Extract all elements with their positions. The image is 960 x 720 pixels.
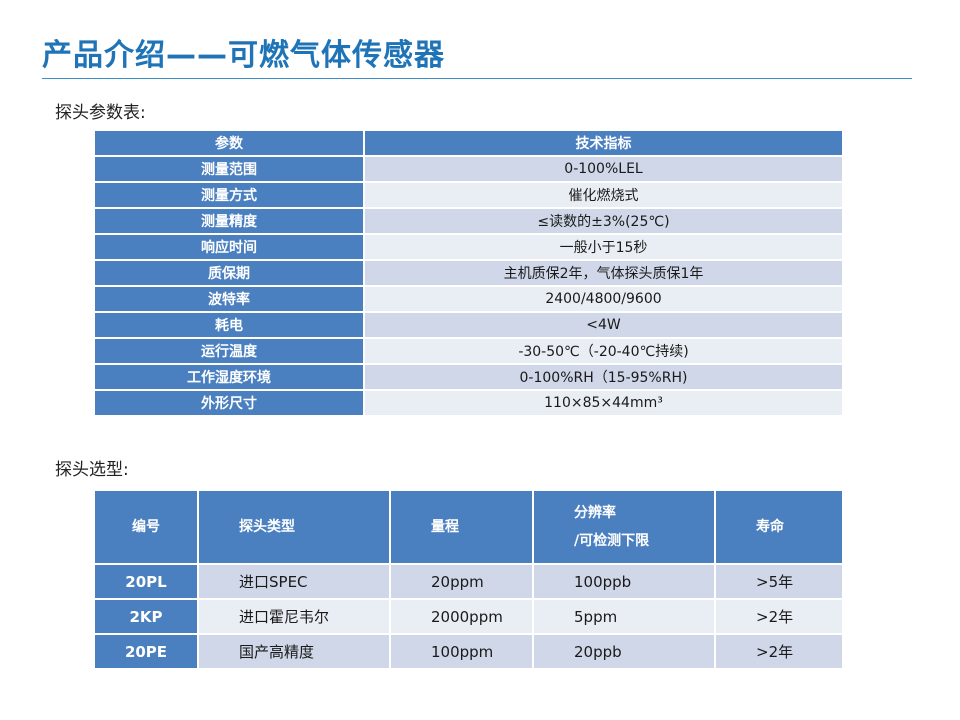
probe-life: >5年 xyxy=(715,564,844,600)
param-name: 耗电 xyxy=(95,312,365,339)
param-value: <4W xyxy=(364,312,844,339)
param-value: 0-100%LEL xyxy=(364,156,844,183)
param-value: ≤读数的±3%(25℃) xyxy=(364,208,844,235)
param-name: 测量方式 xyxy=(95,182,365,209)
header-type: 探头类型 xyxy=(198,491,391,565)
table-row: 运行温度 -30-50℃（-20-40℃持续) xyxy=(95,338,844,365)
param-value: 一般小于15秒 xyxy=(364,234,844,261)
table-row: 2KP 进口霍尼韦尔 2000ppm 5ppm >2年 xyxy=(95,599,844,635)
header-range: 量程 xyxy=(390,491,534,565)
probe-life: >2年 xyxy=(715,634,844,670)
selection-header-row: 编号 探头类型 量程 分辨率 /可检测下限 寿命 xyxy=(95,491,844,565)
table-row: 20PE 国产高精度 100ppm 20ppb >2年 xyxy=(95,634,844,670)
header-id: 编号 xyxy=(95,491,199,565)
param-name: 外形尺寸 xyxy=(95,390,365,417)
section-heading-selection: 探头选型: xyxy=(55,460,129,480)
header-life: 寿命 xyxy=(715,491,844,565)
probe-id: 20PE xyxy=(95,634,199,670)
param-name: 质保期 xyxy=(95,260,365,287)
param-name: 测量范围 xyxy=(95,156,365,183)
table-row: 工作湿度环境 0-100%RH（15-95%RH) xyxy=(95,364,844,391)
param-name: 工作湿度环境 xyxy=(95,364,365,391)
probe-id: 2KP xyxy=(95,599,199,635)
param-value: 0-100%RH（15-95%RH) xyxy=(364,364,844,391)
param-name: 波特率 xyxy=(95,286,365,313)
probe-type: 进口霍尼韦尔 xyxy=(198,599,391,635)
params-header-param: 参数 xyxy=(95,131,365,157)
params-header-value: 技术指标 xyxy=(364,131,844,157)
probe-range: 2000ppm xyxy=(390,599,534,635)
header-resolution-line2: /可检测下限 xyxy=(574,533,650,549)
table-row: 耗电 <4W xyxy=(95,312,844,339)
probe-resolution: 20ppb xyxy=(533,634,716,670)
table-row: 波特率 2400/4800/9600 xyxy=(95,286,844,313)
params-table: 参数 技术指标 测量范围 0-100%LEL 测量方式 催化燃烧式 测量精度 ≤… xyxy=(95,131,844,417)
param-value: 2400/4800/9600 xyxy=(364,286,844,313)
probe-resolution: 5ppm xyxy=(533,599,716,635)
param-name: 响应时间 xyxy=(95,234,365,261)
probe-type: 国产高精度 xyxy=(198,634,391,670)
param-name: 运行温度 xyxy=(95,338,365,365)
page-title: 产品介绍——可燃气体传感器 xyxy=(42,38,445,73)
table-row: 响应时间 一般小于15秒 xyxy=(95,234,844,261)
table-row: 测量方式 催化燃烧式 xyxy=(95,182,844,209)
table-row: 质保期 主机质保2年，气体探头质保1年 xyxy=(95,260,844,287)
probe-id: 20PL xyxy=(95,564,199,600)
probe-type: 进口SPEC xyxy=(198,564,391,600)
header-resolution: 分辨率 /可检测下限 xyxy=(533,491,716,565)
param-name: 测量精度 xyxy=(95,208,365,235)
probe-range: 100ppm xyxy=(390,634,534,670)
title-divider xyxy=(42,78,912,79)
param-value: 催化燃烧式 xyxy=(364,182,844,209)
table-row: 测量精度 ≤读数的±3%(25℃) xyxy=(95,208,844,235)
header-resolution-line1: 分辨率 xyxy=(574,505,616,521)
param-value: -30-50℃（-20-40℃持续) xyxy=(364,338,844,365)
table-row: 测量范围 0-100%LEL xyxy=(95,156,844,183)
param-value: 主机质保2年，气体探头质保1年 xyxy=(364,260,844,287)
probe-resolution: 100ppb xyxy=(533,564,716,600)
table-row: 外形尺寸 110×85×44mm³ xyxy=(95,390,844,417)
probe-range: 20ppm xyxy=(390,564,534,600)
section-heading-params: 探头参数表: xyxy=(55,103,146,123)
probe-life: >2年 xyxy=(715,599,844,635)
params-header-row: 参数 技术指标 xyxy=(95,131,844,157)
selection-table: 编号 探头类型 量程 分辨率 /可检测下限 寿命 20PL 进口SPEC 20p… xyxy=(95,491,844,670)
param-value: 110×85×44mm³ xyxy=(364,390,844,417)
table-row: 20PL 进口SPEC 20ppm 100ppb >5年 xyxy=(95,564,844,600)
